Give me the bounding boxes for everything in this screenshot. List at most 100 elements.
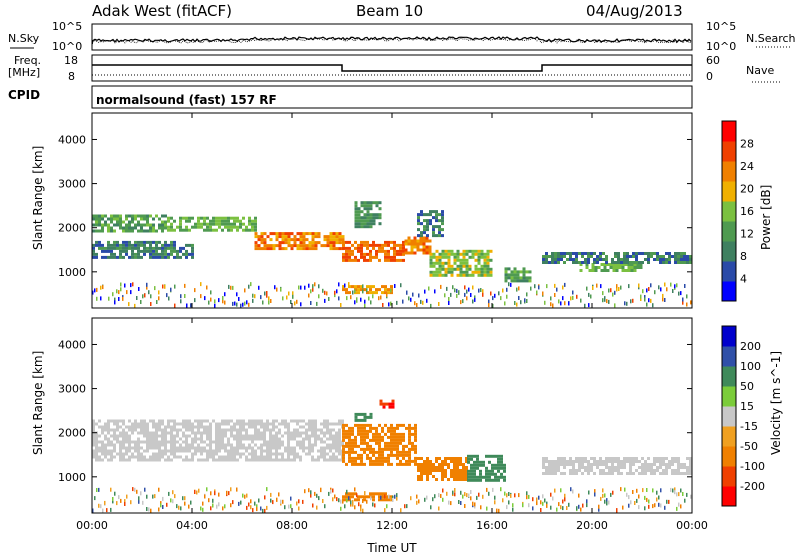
heatmap-cell: [224, 222, 227, 226]
heatmap-cell: [92, 452, 95, 456]
heatmap-cell: [656, 258, 659, 261]
heatmap-cell: [125, 458, 128, 462]
heatmap-cell: [257, 458, 260, 462]
heatmap-cell: [429, 258, 433, 262]
heatmap-cell: [363, 222, 367, 226]
heatmap-cell: [311, 241, 315, 245]
heatmap-cell: [621, 266, 625, 269]
heatmap-cell: [416, 242, 420, 246]
heatmap-cell: [581, 463, 584, 466]
heatmap-cell: [104, 455, 107, 459]
heatmap-cell: [338, 446, 341, 450]
heatmap-cell: [305, 452, 308, 456]
heatmap-cell: [238, 501, 240, 506]
heatmap-cell: [591, 266, 595, 269]
heatmap-cell: [164, 458, 167, 462]
heatmap-cell: [278, 241, 282, 245]
heatmap-cell: [251, 219, 254, 223]
heatmap-cell: [170, 287, 172, 292]
heatmap-cell: [468, 255, 472, 259]
heatmap-cell: [474, 270, 478, 274]
heatmap-cell: [366, 435, 369, 439]
heatmap-cell: [324, 290, 326, 295]
heatmap-cell: [366, 213, 370, 217]
heatmap-cell: [275, 455, 278, 459]
heatmap-cell: [280, 499, 282, 504]
heatmap-cell: [248, 458, 251, 462]
heatmap-cell: [578, 504, 580, 509]
heatmap-cell: [382, 405, 386, 409]
heatmap-cell: [602, 258, 605, 261]
heatmap-cell: [92, 455, 95, 459]
heatmap-cell: [173, 246, 176, 250]
heatmap-cell: [665, 472, 668, 475]
heatmap-cell: [366, 204, 370, 208]
heatmap-cell: [462, 249, 466, 253]
heatmap-cell: [489, 249, 493, 253]
heatmap-cell: [476, 457, 479, 461]
colorbar-swatch: [722, 406, 736, 427]
heatmap-cell: [120, 282, 122, 287]
heatmap-cell: [638, 505, 640, 510]
heatmap-cell: [630, 266, 634, 269]
heatmap-cell: [593, 252, 596, 255]
heatmap-cell: [110, 507, 112, 512]
heatmap-cell: [680, 488, 682, 493]
heatmap-cell: [417, 222, 420, 226]
heatmap-cell: [275, 437, 278, 441]
heatmap-cell: [641, 466, 644, 469]
heatmap-cell: [633, 269, 637, 272]
heatmap-cell: [402, 447, 405, 451]
heatmap-cell: [296, 232, 300, 236]
heatmap-cell: [203, 446, 206, 450]
heatmap-cell: [176, 446, 179, 450]
heatmap-cell: [462, 273, 466, 277]
heatmap-cell: [444, 472, 447, 475]
heatmap-cell: [182, 446, 185, 450]
colorbar-swatch: [722, 201, 736, 222]
heatmap-cell: [245, 428, 248, 432]
heatmap-cell: [176, 455, 179, 459]
heatmap-cell: [363, 447, 366, 451]
heatmap-cell: [296, 452, 299, 456]
heatmap-cell: [369, 213, 373, 217]
heatmap-cell: [98, 246, 101, 250]
heatmap-cell: [329, 446, 332, 450]
heatmap-cell: [227, 422, 230, 426]
heatmap-cell: [438, 302, 440, 306]
heatmap-cell: [500, 466, 503, 470]
heatmap-cell: [302, 247, 306, 251]
heatmap-cell: [689, 469, 692, 472]
heatmap-cell: [566, 258, 569, 261]
heatmap-cell: [212, 419, 215, 423]
heatmap-cell: [473, 478, 476, 482]
heatmap-cell: [393, 441, 396, 445]
heatmap-cell: [244, 288, 246, 293]
heatmap-cell: [602, 298, 604, 303]
heatmap-cell: [390, 429, 393, 433]
heatmap-cell: [572, 472, 575, 475]
heatmap-cell: [125, 437, 128, 441]
heatmap-cell: [444, 293, 446, 298]
heatmap-cell: [536, 497, 538, 502]
heatmap-cell: [263, 244, 267, 248]
heatmap-cell: [485, 475, 488, 479]
heatmap-cell: [360, 462, 363, 466]
heatmap-cell: [428, 245, 432, 249]
heatmap-cell: [308, 452, 311, 456]
heatmap-cell: [428, 239, 432, 243]
heatmap-cell: [554, 258, 557, 261]
heatmap-cell: [239, 452, 242, 456]
heatmap-cell: [302, 446, 305, 450]
heatmap-cell: [230, 431, 233, 435]
heatmap-cell: [378, 459, 381, 463]
heatmap-cell: [263, 241, 267, 245]
heatmap-cell: [575, 460, 578, 463]
heatmap-cell: [233, 452, 236, 456]
heatmap-cell: [239, 419, 242, 423]
heatmap-cell: [338, 434, 341, 438]
heatmap-cell: [384, 444, 387, 448]
heatmap-cell: [342, 243, 345, 247]
heatmap-cell: [210, 297, 212, 302]
